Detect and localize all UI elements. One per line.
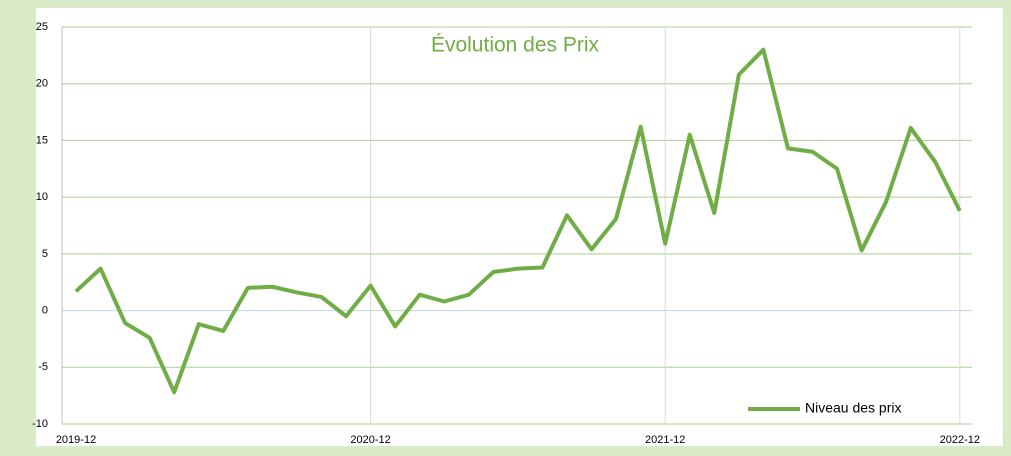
line	[74, 47, 962, 395]
x-tick-label: 2019-12	[56, 434, 96, 446]
y-tick-label: 20	[36, 78, 48, 90]
y-tick-label: 10	[36, 191, 48, 203]
legend-label: Niveau des prix	[805, 400, 902, 416]
y-tick-label: 0	[42, 304, 48, 316]
y-tick-label: 5	[42, 248, 48, 260]
y-tick-label: 25	[36, 21, 48, 33]
plot-area	[36, 8, 1003, 446]
y-tick-label: -10	[32, 418, 48, 430]
x-tick-label: 2021-12	[645, 434, 685, 446]
y-tick-label: 15	[36, 134, 48, 146]
chart-title: Évolution des Prix	[431, 34, 600, 57]
x-tick-label: 2020-12	[350, 434, 390, 446]
y-tick-label: -5	[38, 361, 48, 373]
x-tick-label: 2022-12	[940, 434, 980, 446]
